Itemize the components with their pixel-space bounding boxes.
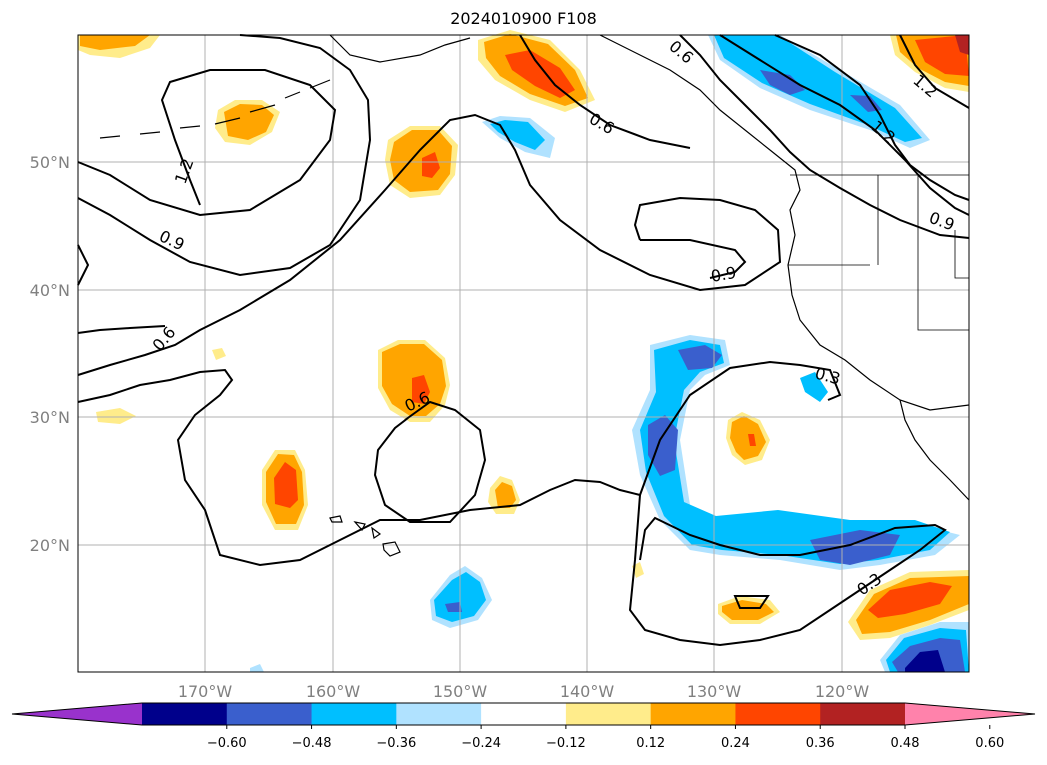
lat-label: 30°N — [30, 408, 70, 427]
lon-label: 130°W — [687, 682, 742, 701]
lon-label: 150°W — [433, 682, 488, 701]
colorbar-segment — [226, 703, 313, 725]
colorbar-tick-label: −0.24 — [461, 736, 501, 751]
colorbar: −0.60 −0.48 −0.36 −0.24 −0.12 0.12 0.24 0.36 0.4… — [11, 702, 1036, 751]
lat-label: 40°N — [30, 281, 70, 300]
lon-label: 120°W — [815, 682, 870, 701]
lon-label: 160°W — [306, 682, 361, 701]
colorbar-tick-label: 0.48 — [891, 736, 920, 751]
map-frame — [77, 34, 970, 673]
graticule — [78, 35, 969, 672]
colorbar-segment — [565, 703, 652, 725]
latitude-labels: 50°N 40°N 30°N 20°N — [30, 153, 70, 555]
lon-label: 170°W — [178, 682, 233, 701]
colorbar-tick-label: 0.36 — [806, 736, 835, 751]
colorbar-segment — [311, 703, 397, 725]
colorbar-tick-label: 0.12 — [636, 736, 665, 751]
colorbar-tick-label: 0.60 — [975, 736, 1004, 751]
colorbar-tick-label: 0.24 — [721, 736, 750, 751]
lat-label: 20°N — [30, 536, 70, 555]
colorbar-tick-label: −0.12 — [546, 736, 586, 751]
longitude-labels: 170°W 160°W 150°W 140°W 130°W 120°W — [178, 682, 870, 701]
colorbar-tick-label: −0.36 — [376, 736, 416, 751]
lat-label: 50°N — [30, 153, 70, 172]
lon-label: 140°W — [560, 682, 615, 701]
coastlines — [99, 34, 970, 557]
colorbar-tick-label: −0.48 — [292, 736, 332, 751]
colorbar-segment — [650, 703, 736, 725]
colorbar-segment — [481, 703, 567, 725]
map-title: 2024010900 F108 — [450, 9, 597, 28]
colorbar-extend-low — [12, 703, 142, 725]
colorbar-segment — [142, 703, 228, 725]
contour-lines — [77, 34, 970, 647]
colorbar-segment — [396, 703, 482, 725]
colorbar-extend-high — [905, 703, 1035, 725]
colorbar-segment — [735, 703, 821, 725]
colorbar-segment — [820, 703, 906, 725]
contour-label: 0.9 — [709, 263, 737, 286]
colorbar-tick-label: −0.60 — [207, 736, 247, 751]
